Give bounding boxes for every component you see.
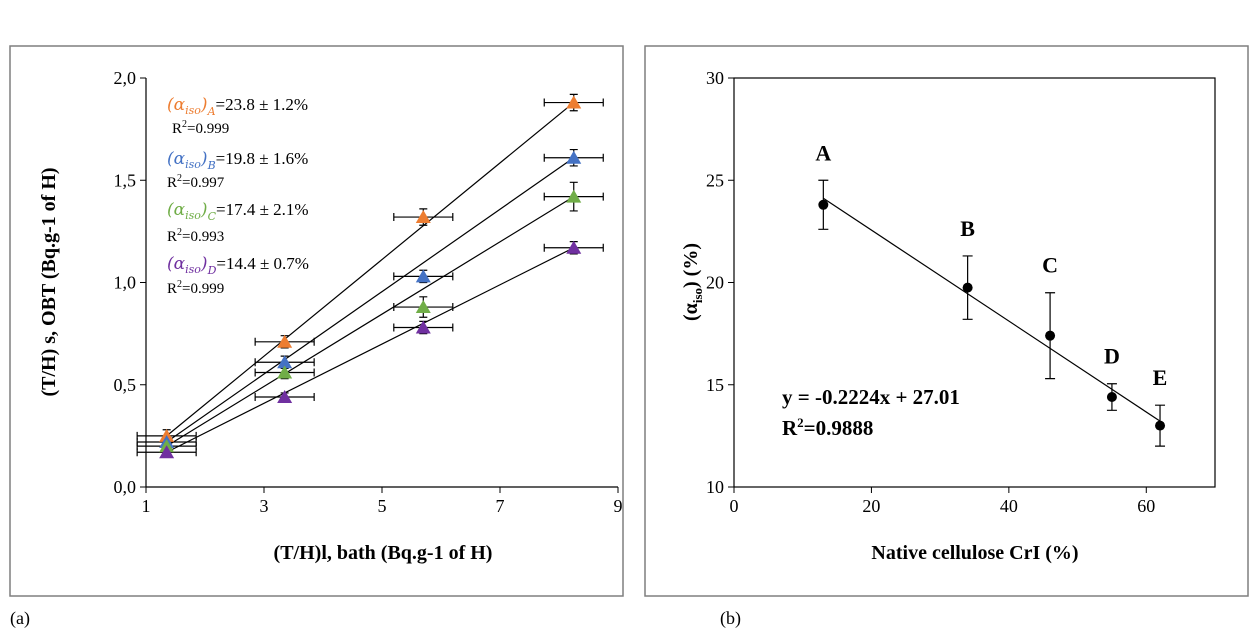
chart-b-fit-line-path bbox=[822, 197, 1161, 422]
chart-b-x-axis-title: Native cellulose CrI (%) bbox=[871, 542, 1078, 564]
caption-b: (b) bbox=[720, 608, 741, 629]
chart-a-y-tick-label: 2,0 bbox=[114, 68, 137, 88]
chart-a-x-axis-title: (T/H)l, bath (Bq.g-1 of H) bbox=[274, 542, 493, 564]
annotation-series-b: (αiso)B=19.8 ± 1.6% R2=0.997 bbox=[167, 149, 308, 191]
chart-b: 0 20 40 60 10 15 20 25 30 A B C D E Native cellulose… bbox=[680, 68, 1216, 564]
chart-a-y-tick-label: 1,5 bbox=[114, 170, 137, 190]
chart-b-point-A bbox=[818, 199, 829, 210]
chart-b-point-label-A: A bbox=[815, 140, 831, 165]
chart-a-fit-line-B bbox=[166, 157, 575, 443]
svg-text:R2=0.993: R2=0.993 bbox=[167, 227, 224, 245]
chart-a-fit-line-D bbox=[166, 247, 575, 453]
svg-text:R2=0.999: R2=0.999 bbox=[172, 119, 229, 137]
chart-a-point-A bbox=[566, 95, 582, 109]
chart-a-fit-line-A bbox=[166, 102, 575, 437]
chart-a-x-tick-label: 5 bbox=[378, 496, 387, 516]
chart-b-x-tick-label: 60 bbox=[1137, 496, 1155, 516]
chart-b-x-tick-label: 20 bbox=[862, 496, 880, 516]
chart-a-fit-line-C bbox=[166, 196, 575, 447]
chart-a-y-tick-label: 0,5 bbox=[114, 375, 137, 395]
chart-b-point-D bbox=[1106, 392, 1117, 403]
chart-b-point-label-E: E bbox=[1153, 365, 1168, 390]
chart-b-fit-line bbox=[822, 197, 1161, 422]
chart-a: 1 3 5 7 9 0,0 0,5 1,0 1,5 2,0 (T/H)l, bath (Bq.g-… bbox=[38, 68, 623, 564]
chart-b-point-B bbox=[962, 282, 973, 293]
chart-b-y-tick-label: 25 bbox=[706, 170, 724, 190]
chart-b-y-tick-label: 20 bbox=[706, 273, 724, 293]
chart-a-fit-lines bbox=[166, 102, 575, 453]
chart-a-y-tick-label: 0,0 bbox=[114, 477, 137, 497]
chart-a-point-C bbox=[415, 300, 431, 314]
chart-a-point-B bbox=[415, 269, 431, 283]
chart-a-y-tick-label: 1,0 bbox=[114, 273, 137, 293]
panel-a-frame bbox=[9, 45, 624, 597]
chart-b-fit-equation: y = -0.2224x + 27.01 bbox=[782, 385, 960, 409]
svg-text:(αiso)C=17.4 ± 2.1%: (αiso)C=17.4 ± 2.1% bbox=[167, 200, 309, 223]
chart-b-r-squared: R2=0.9888 bbox=[782, 415, 873, 440]
chart-b-point-labels: A B C D E bbox=[815, 140, 1167, 390]
svg-text:(αiso)D=14.4 ± 0.7%: (αiso)D=14.4 ± 0.7% bbox=[167, 254, 309, 277]
chart-a-y-axis-title: (T/H) s, OBT (Bq.g-1 of H) bbox=[38, 167, 60, 396]
chart-b-x-tick-label: 40 bbox=[1000, 496, 1018, 516]
svg-text:R2=0.997: R2=0.997 bbox=[167, 173, 225, 191]
chart-a-point-C bbox=[277, 365, 293, 379]
svg-text:R2=0.999: R2=0.999 bbox=[167, 279, 224, 297]
chart-b-point-E bbox=[1155, 420, 1166, 431]
chart-a-point-A bbox=[277, 334, 293, 348]
chart-a-error-bars bbox=[136, 93, 604, 457]
chart-a-x-tick-label: 3 bbox=[260, 496, 269, 516]
chart-b-points bbox=[818, 199, 1166, 431]
chart-a-x-tick-label: 7 bbox=[496, 496, 505, 516]
svg-text:(αiso)A=23.8 ± 1.2%: (αiso)A=23.8 ± 1.2% bbox=[167, 95, 308, 118]
chart-b-y-tick-label: 10 bbox=[706, 477, 724, 497]
chart-a-point-C bbox=[566, 189, 582, 203]
chart-b-point-label-C: C bbox=[1042, 253, 1058, 278]
chart-a-x-tick-label: 1 bbox=[142, 496, 151, 516]
caption-a: (a) bbox=[10, 608, 30, 629]
chart-b-ticks: 0 20 40 60 10 15 20 25 30 bbox=[706, 68, 1155, 516]
chart-b-x-tick-label: 0 bbox=[730, 496, 739, 516]
chart-a-point-B bbox=[566, 150, 582, 164]
chart-a-point-D bbox=[277, 390, 293, 404]
chart-b-y-tick-label: 15 bbox=[706, 375, 724, 395]
chart-a-ticks: 1 3 5 7 9 0,0 0,5 1,0 1,5 2,0 bbox=[114, 68, 623, 516]
chart-a-x-tick-label: 9 bbox=[614, 496, 623, 516]
svg-text:(αiso)B=19.8 ± 1.6%: (αiso)B=19.8 ± 1.6% bbox=[167, 149, 308, 172]
chart-a-point-D bbox=[566, 240, 582, 254]
chart-a-point-D bbox=[415, 320, 431, 334]
chart-b-error-bars bbox=[818, 179, 1166, 447]
annotation-series-d: (αiso)D=14.4 ± 0.7% R2=0.999 bbox=[167, 254, 309, 297]
chart-a-point-B bbox=[277, 355, 293, 369]
chart-b-y-tick-label: 30 bbox=[706, 68, 724, 88]
chart-b-point-label-D: D bbox=[1104, 344, 1120, 369]
chart-b-point-label-B: B bbox=[960, 216, 975, 241]
chart-a-point-D bbox=[159, 445, 175, 459]
panel-b-frame bbox=[644, 45, 1249, 597]
annotation-series-a: (αiso)A=23.8 ± 1.2% R2=0.999 bbox=[167, 95, 308, 137]
chart-b-point-C bbox=[1045, 330, 1056, 341]
chart-b-y-axis-title: (αiso) (%) bbox=[680, 243, 705, 321]
annotation-series-c: (αiso)C=17.4 ± 2.1% R2=0.993 bbox=[167, 200, 309, 245]
chart-a-point-A bbox=[415, 210, 431, 224]
chart-a-points bbox=[159, 95, 582, 459]
